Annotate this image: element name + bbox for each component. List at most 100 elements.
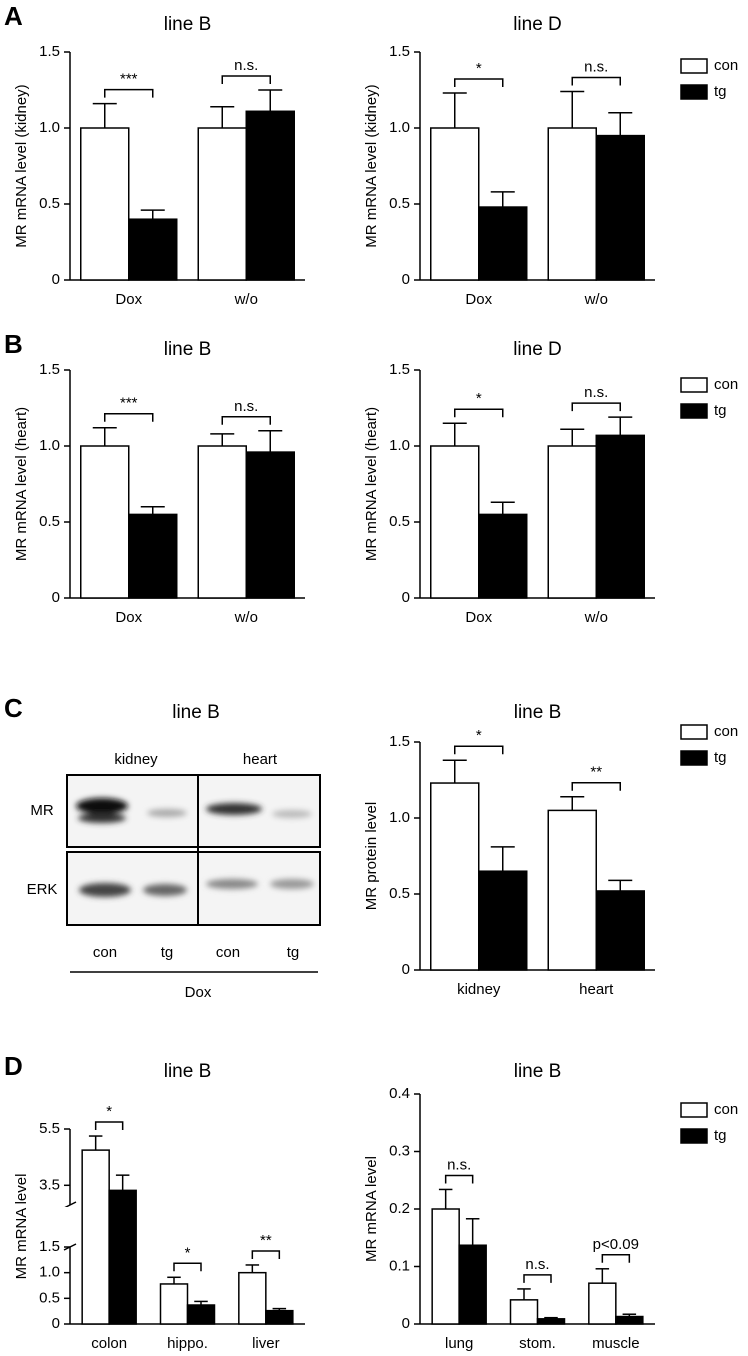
x-tick-label: Dox (115, 609, 142, 626)
y-tick-label: 3.5 (39, 1176, 60, 1193)
bar (80, 445, 130, 599)
y-tick-label: 1.0 (39, 1264, 60, 1281)
legend-label: con (714, 376, 738, 393)
bar (197, 127, 247, 281)
y-tick-label: 1.0 (389, 437, 410, 454)
blot-column: kidney (114, 751, 158, 768)
legend-swatch (680, 750, 708, 766)
bar (159, 1283, 189, 1325)
y-tick-label: 1.5 (39, 1238, 60, 1255)
significance-bracket (104, 413, 154, 422)
blot-column: heart (243, 751, 278, 768)
bar (595, 134, 645, 281)
significance-label: n.s. (447, 1156, 471, 1173)
chart-title: line D (513, 339, 562, 360)
bar (197, 445, 247, 599)
x-tick-label: colon (91, 1335, 127, 1352)
significance-bracket (601, 1254, 631, 1263)
significance-bracket (444, 1174, 474, 1184)
bar (430, 127, 480, 281)
y-tick-label: 0 (52, 1315, 60, 1332)
bar (128, 218, 178, 281)
y-axis-label: MR mRNA level (363, 1156, 380, 1262)
bar (478, 513, 528, 599)
x-tick-label: w/o (584, 291, 608, 308)
x-tick-label: stom. (519, 1335, 556, 1352)
legend-swatch (680, 84, 708, 100)
y-axis-label: MR mRNA level (kidney) (363, 84, 380, 247)
bar (245, 110, 295, 281)
y-tick-label: 1.5 (39, 43, 60, 60)
y-tick-label: 0.4 (389, 1085, 410, 1102)
x-tick-label: kidney (457, 981, 501, 998)
bar (430, 782, 480, 971)
y-tick-label: 0 (402, 1315, 410, 1332)
blot-treatment: Dox (185, 984, 212, 1001)
legend-label: con (714, 1101, 738, 1118)
bar (536, 1318, 566, 1325)
bar (80, 127, 130, 281)
significance-bracket (221, 416, 271, 425)
x-tick-label: Dox (115, 291, 142, 308)
blot-lane: con (93, 944, 117, 961)
y-tick-label: 1.5 (39, 361, 60, 378)
bar (186, 1304, 216, 1325)
significance-bracket (251, 1250, 281, 1259)
y-tick-label: 1.0 (39, 437, 60, 454)
bar (595, 890, 645, 971)
significance-bracket (221, 75, 271, 84)
chart-title: line B (164, 14, 212, 35)
y-tick-label: 0.3 (389, 1142, 410, 1159)
y-tick-label: 0.5 (39, 195, 60, 212)
significance-label: n.s. (234, 398, 258, 415)
bar (128, 513, 178, 599)
significance-label: *** (120, 71, 138, 88)
significance-bracket (523, 1274, 552, 1283)
x-tick-label: Dox (465, 291, 492, 308)
legend-swatch (680, 1102, 708, 1118)
significance-bracket (94, 1121, 124, 1131)
significance-label: ** (260, 1232, 272, 1249)
panel-label: D (4, 1051, 23, 1081)
bar (595, 434, 645, 599)
significance-label: * (476, 60, 482, 77)
blot-bands (76, 798, 314, 897)
bar (458, 1244, 487, 1325)
y-axis-label: MR protein level (363, 802, 380, 910)
legend-swatch (680, 377, 708, 393)
bar (615, 1315, 644, 1325)
legend-swatch (680, 403, 708, 419)
bar (81, 1149, 110, 1325)
bar (265, 1309, 294, 1325)
y-axis-label: MR mRNA level (heart) (13, 407, 30, 561)
x-tick-label: hippo. (167, 1335, 208, 1352)
significance-label: n.s. (525, 1256, 549, 1273)
bar (547, 127, 597, 281)
y-tick-label: 0 (402, 589, 410, 606)
y-axis-label: MR mRNA level (kidney) (13, 84, 30, 247)
legend-label: tg (714, 402, 727, 419)
chart-title: line B (514, 702, 562, 723)
bar (108, 1189, 137, 1325)
axis-gap (62, 1207, 68, 1245)
y-axis-label: MR mRNA level (13, 1174, 30, 1280)
blot-lane: tg (287, 944, 300, 961)
panel-label: A (4, 1, 23, 31)
legend-swatch (680, 724, 708, 740)
legend-swatch (680, 1128, 708, 1144)
y-tick-label: 0.5 (389, 195, 410, 212)
y-axis-label: MR mRNA level (heart) (363, 407, 380, 561)
significance-label: * (476, 390, 482, 407)
legend-label: con (714, 723, 738, 740)
significance-bracket (571, 76, 621, 86)
significance-label: * (106, 1103, 112, 1120)
chart-title: line B (164, 339, 212, 360)
x-tick-label: w/o (234, 609, 258, 626)
x-tick-label: w/o (584, 609, 608, 626)
panel-label: B (4, 329, 23, 359)
bar (478, 206, 528, 281)
x-tick-label: muscle (592, 1335, 640, 1352)
significance-bracket (173, 1262, 202, 1272)
significance-label: n.s. (234, 57, 258, 74)
x-tick-label: w/o (234, 291, 258, 308)
